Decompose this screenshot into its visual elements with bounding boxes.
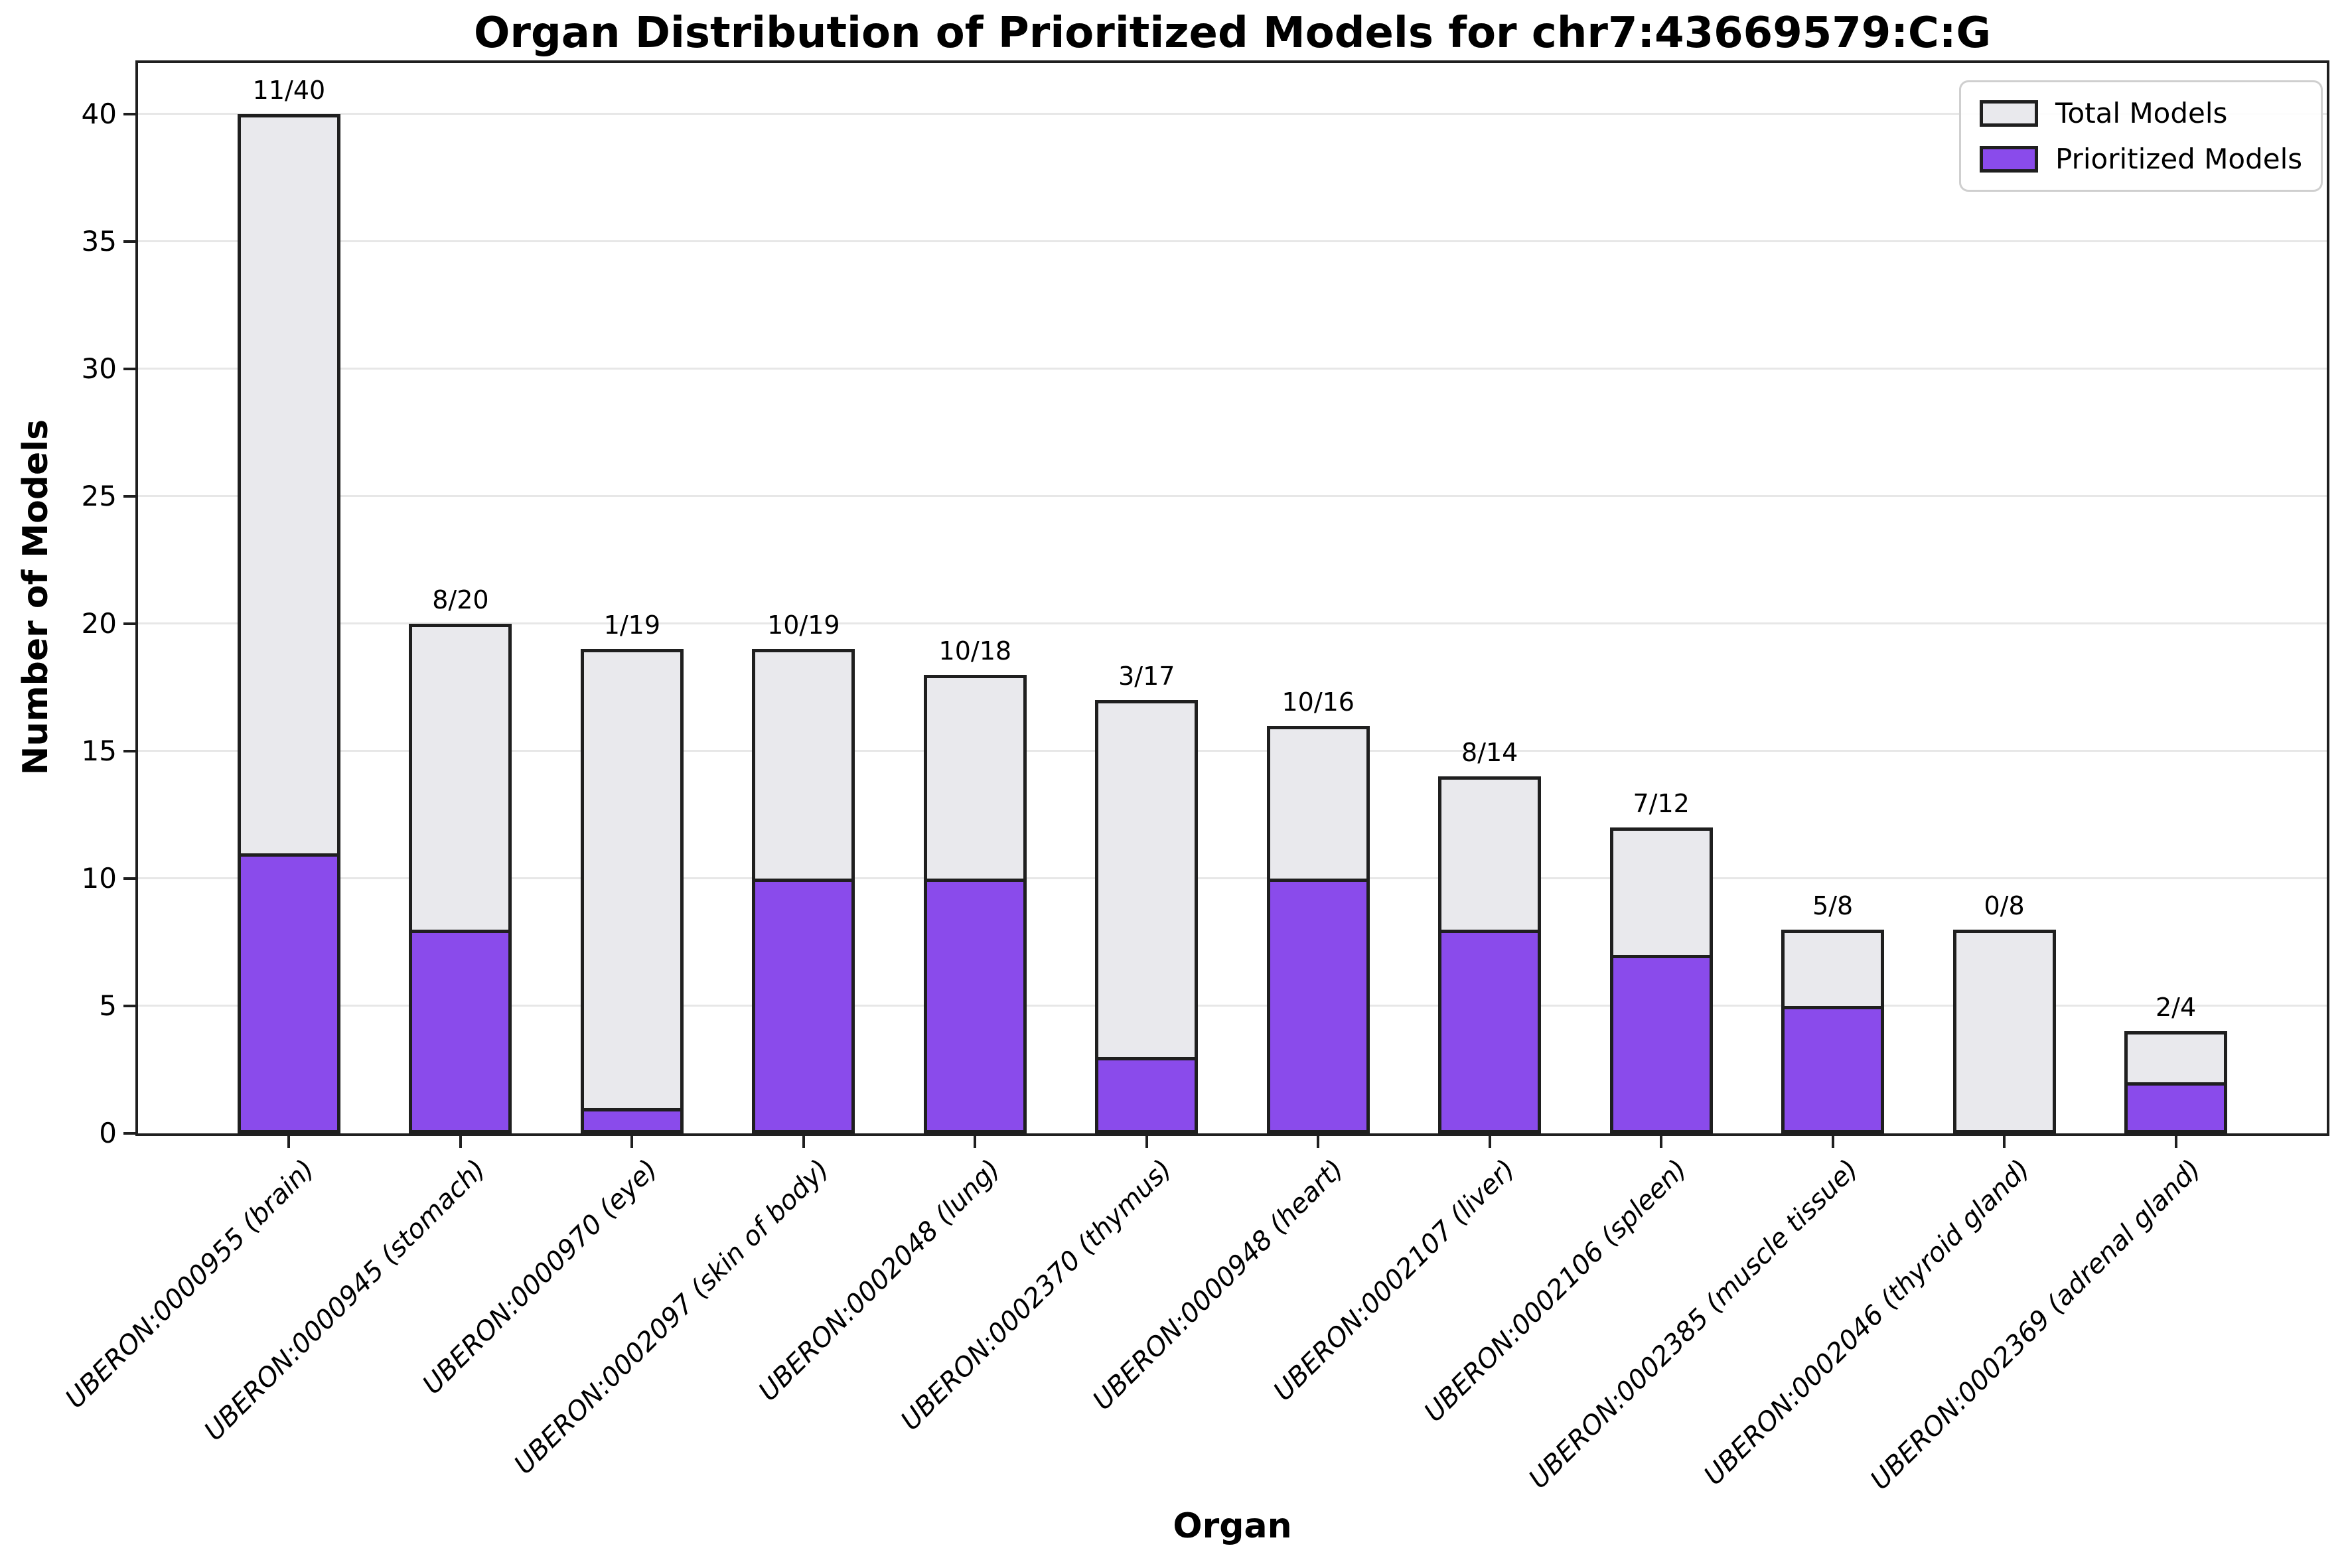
x-tick-label: UBERON:0000945 (stomach): [198, 1153, 492, 1447]
legend: Total Models Prioritized Models: [1959, 80, 2323, 192]
x-axis-tick: [1660, 1136, 1663, 1148]
bar-prioritized: [237, 853, 340, 1133]
bar-annotation: 7/12: [1633, 789, 1690, 819]
legend-label: Total Models: [2055, 97, 2228, 129]
y-axis-tick: [123, 112, 135, 115]
grid-line: [138, 368, 2327, 370]
grid-line: [138, 1005, 2327, 1007]
x-tick-label: UBERON:0002046 (thyroid gland): [1698, 1153, 2036, 1492]
bar-annotation: 3/17: [1118, 662, 1175, 691]
x-tick-label: UBERON:0002097 (skin of body): [508, 1153, 836, 1480]
bar-annotation: 10/16: [1282, 687, 1355, 717]
x-axis-label: Organ: [1173, 1506, 1292, 1546]
y-tick-label: 20: [81, 606, 117, 640]
bar-annotation: 1/19: [603, 610, 661, 640]
y-axis-tick: [123, 622, 135, 625]
y-axis-tick: [123, 749, 135, 752]
x-axis-tick: [2003, 1136, 2006, 1148]
chart-title: Organ Distribution of Prioritized Models…: [474, 9, 1991, 58]
legend-row: Total Models: [1980, 97, 2302, 129]
bar-annotation: 8/20: [432, 585, 489, 614]
bar-annotation: 2/4: [2155, 993, 2197, 1023]
y-tick-label: 5: [99, 989, 117, 1022]
x-tick-label: UBERON:0002385 (muscle tissue): [1522, 1153, 1864, 1495]
grid-line: [138, 877, 2327, 880]
grid-line: [138, 113, 2327, 115]
x-axis-tick: [1317, 1136, 1320, 1148]
x-axis-tick: [1145, 1136, 1148, 1148]
x-axis-tick: [630, 1136, 634, 1148]
bar-annotation: 10/18: [938, 636, 1012, 666]
y-axis-tick: [123, 1004, 135, 1007]
bar-annotation: 0/8: [1984, 891, 2025, 920]
x-axis-tick: [802, 1136, 805, 1148]
grid-line: [138, 750, 2327, 752]
grid-line: [138, 495, 2327, 498]
bar-prioritized: [409, 929, 512, 1133]
x-axis-tick: [974, 1136, 977, 1148]
y-tick-label: 30: [81, 352, 117, 385]
y-tick-label: 0: [99, 1117, 117, 1149]
y-tick-label: 40: [81, 97, 117, 130]
grid-line: [138, 622, 2327, 625]
bar-prioritized: [1609, 955, 1713, 1133]
x-axis-tick: [1831, 1136, 1834, 1148]
bar-annotation: 8/14: [1461, 738, 1518, 768]
bar-prioritized: [923, 878, 1027, 1133]
plot-area: 11/40 8/20 1/19 10/19 10/18 3/17 10/16 8/14 7/12…: [135, 60, 2329, 1136]
bar-annotation: 10/19: [767, 610, 840, 640]
y-tick-label: 35: [81, 224, 117, 257]
y-tick-label: 25: [81, 479, 117, 512]
y-axis-tick: [123, 367, 135, 370]
bar-prioritized: [580, 1107, 684, 1133]
x-axis-tick: [1488, 1136, 1491, 1148]
bar-prioritized: [1095, 1056, 1199, 1133]
y-tick-label: 10: [81, 861, 117, 894]
bar-prioritized: [1781, 1005, 1885, 1133]
y-axis-tick: [123, 240, 135, 243]
legend-label: Prioritized Models: [2055, 143, 2303, 175]
prioritized-models-swatch: [1980, 145, 2038, 173]
bar-prioritized: [752, 878, 855, 1133]
x-axis-tick: [287, 1136, 291, 1148]
bar-prioritized: [1438, 929, 1542, 1133]
grid-line: [138, 240, 2327, 243]
y-axis-tick: [123, 1132, 135, 1135]
bar-prioritized: [1266, 878, 1370, 1133]
legend-row: Prioritized Models: [1980, 143, 2302, 175]
y-axis-tick: [123, 877, 135, 880]
bar-total: [1952, 929, 2056, 1133]
bar-prioritized: [2124, 1082, 2228, 1133]
y-tick-label: 15: [81, 734, 117, 767]
x-tick-label: UBERON:0002369 (adrenal gland): [1865, 1153, 2207, 1496]
x-axis-tick: [459, 1136, 462, 1148]
y-axis-label: Number of Models: [16, 419, 56, 776]
x-tick-label: UBERON:0002370 (thymus): [895, 1153, 1179, 1437]
bar-annotation: 11/40: [252, 75, 326, 105]
y-axis-tick: [123, 494, 135, 498]
bar-annotation: 5/8: [1812, 891, 1854, 920]
total-models-swatch: [1980, 100, 2038, 127]
x-axis-tick: [2174, 1136, 2177, 1148]
bar-total: [580, 649, 684, 1133]
